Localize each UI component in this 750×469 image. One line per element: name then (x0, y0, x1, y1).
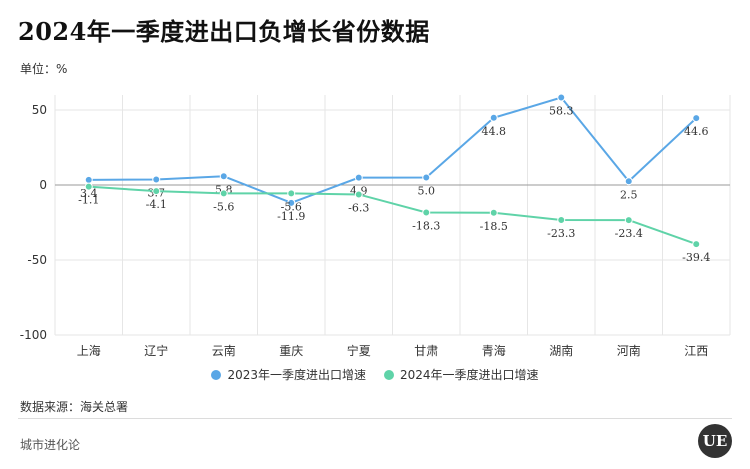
data-label-1: -18.3 (412, 219, 440, 232)
data-point-1 (84, 182, 93, 191)
data-point-0 (692, 114, 701, 123)
data-label-1: -18.5 (480, 220, 508, 233)
x-tick-label: 云南 (212, 343, 236, 358)
y-tick-label: -100 (20, 328, 47, 342)
data-label-0: 3.4 (80, 187, 98, 200)
legend-label-2024: 2024年一季度进出口增速 (400, 368, 539, 382)
data-label-0: 5.0 (418, 185, 436, 198)
x-tick-label: 江西 (684, 344, 708, 358)
brand-logo-icon: UE (698, 424, 732, 458)
legend-label-2023: 2023年一季度进出口增速 (227, 368, 366, 382)
data-point-0 (489, 113, 498, 122)
brand-name: 城市进化论 (20, 438, 81, 452)
x-tick-label: 河南 (617, 343, 641, 358)
legend-item-2023[interactable]: 2023年一季度进出口增速 (211, 366, 366, 383)
x-tick-label: 辽宁 (144, 343, 168, 358)
data-label-1: -39.4 (682, 251, 710, 264)
data-point-1 (219, 189, 228, 198)
data-point-0 (422, 173, 431, 182)
data-point-1 (692, 240, 701, 249)
data-point-0 (557, 93, 566, 102)
x-tick-label: 甘肃 (414, 344, 438, 358)
chart-legend: 2023年一季度进出口增速 2024年一季度进出口增速 (0, 366, 750, 383)
data-label-0: 2.5 (620, 188, 638, 201)
data-label-0: -11.9 (277, 210, 305, 223)
x-tick-label: 青海 (482, 343, 506, 358)
data-point-0 (287, 198, 296, 207)
legend-dot-2023 (211, 369, 222, 380)
legend-item-2024[interactable]: 2024年一季度进出口增速 (384, 366, 539, 383)
series-line-1 (88, 185, 697, 246)
data-label-0: 58.3 (549, 105, 574, 118)
x-tick-label: 上海 (77, 343, 101, 358)
series-line-0 (88, 96, 697, 204)
data-label-1: -4.1 (146, 198, 167, 211)
x-tick-label: 重庆 (279, 344, 303, 358)
data-source: 数据来源：海关总署 (20, 400, 129, 414)
unit-label: 单位：% (20, 62, 68, 76)
data-point-0 (219, 172, 228, 181)
data-point-0 (152, 175, 161, 184)
footer-divider (18, 418, 732, 419)
data-label-0: 44.8 (482, 125, 507, 138)
data-point-1 (354, 190, 363, 199)
data-point-1 (557, 215, 566, 224)
data-point-1 (422, 208, 431, 217)
data-point-0 (354, 173, 363, 182)
data-label-1: -5.6 (213, 200, 234, 213)
data-point-0 (84, 175, 93, 184)
data-point-0 (624, 177, 633, 186)
data-point-1 (624, 216, 633, 225)
data-point-1 (152, 187, 161, 196)
data-label-0: 44.6 (684, 125, 709, 138)
x-tick-label: 宁夏 (347, 343, 371, 358)
data-point-1 (489, 208, 498, 217)
y-tick-label: 0 (39, 178, 47, 192)
data-label-1: -6.3 (348, 201, 369, 214)
data-point-1 (287, 189, 296, 198)
legend-dot-2024 (384, 369, 394, 380)
data-label-1: -5.6 (281, 200, 302, 213)
data-label-1: -23.4 (615, 227, 643, 240)
data-label-1: -1.1 (78, 194, 99, 207)
x-tick-label: 湖南 (549, 343, 573, 358)
page-title: 2024年一季度进出口负增长省份数据 (18, 17, 430, 46)
data-label-1: -23.3 (547, 227, 575, 240)
y-tick-label: -50 (27, 253, 47, 267)
y-tick-label: 50 (32, 103, 47, 117)
